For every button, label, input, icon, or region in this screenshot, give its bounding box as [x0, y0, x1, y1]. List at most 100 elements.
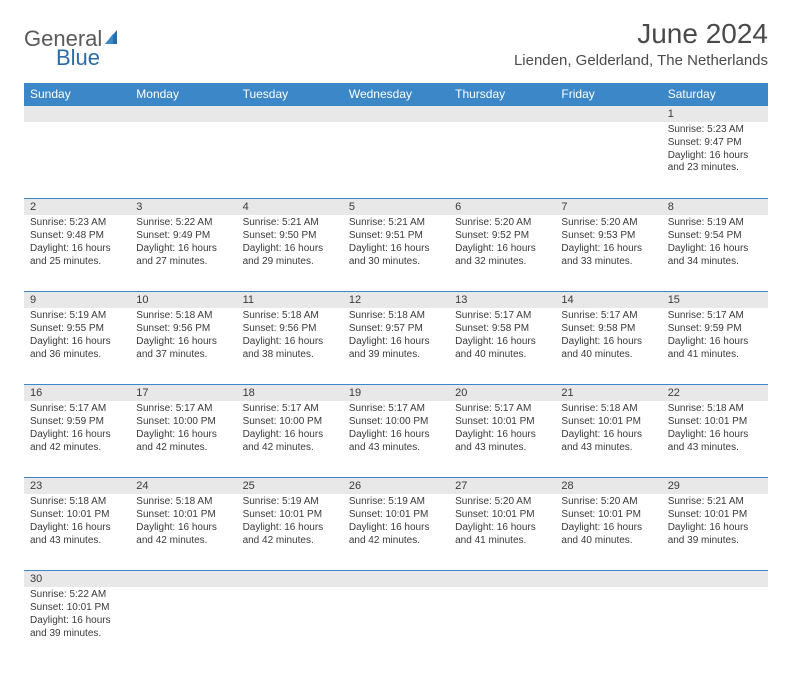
day-number-cell — [130, 106, 236, 123]
day-details-cell — [555, 587, 661, 663]
day-dl2: and 42 minutes. — [30, 442, 124, 455]
day-details-cell: Sunrise: 5:18 AMSunset: 10:01 PMDaylight… — [555, 401, 661, 478]
day-number-cell — [237, 106, 343, 123]
day-ss: Sunset: 10:01 PM — [668, 509, 762, 522]
day-ss: Sunset: 9:55 PM — [30, 323, 124, 336]
day-number-cell: 19 — [343, 385, 449, 402]
day-number-cell: 30 — [24, 571, 130, 588]
day-sr: Sunrise: 5:19 AM — [30, 310, 124, 323]
dayname-friday: Friday — [555, 83, 661, 106]
day-sr: Sunrise: 5:21 AM — [668, 496, 762, 509]
day-sr: Sunrise: 5:17 AM — [243, 403, 337, 416]
day-details-cell: Sunrise: 5:17 AMSunset: 10:00 PMDaylight… — [237, 401, 343, 478]
day-ss: Sunset: 10:01 PM — [561, 416, 655, 429]
day-number-cell: 13 — [449, 292, 555, 309]
day-sr: Sunrise: 5:19 AM — [668, 217, 762, 230]
day-dl1: Daylight: 16 hours — [136, 336, 230, 349]
day-number-cell: 7 — [555, 199, 661, 216]
day-sr: Sunrise: 5:18 AM — [136, 310, 230, 323]
day-number-cell: 9 — [24, 292, 130, 309]
week-details-row: Sunrise: 5:19 AMSunset: 9:55 PM Daylight:… — [24, 308, 768, 385]
day-details-cell: Sunrise: 5:17 AMSunset: 10:01 PMDaylight… — [449, 401, 555, 478]
day-ss: Sunset: 9:48 PM — [30, 230, 124, 243]
day-dl1: Daylight: 16 hours — [668, 150, 762, 163]
day-dl1: Daylight: 16 hours — [561, 522, 655, 535]
day-dl1: Daylight: 16 hours — [136, 522, 230, 535]
day-dl1: Daylight: 16 hours — [668, 336, 762, 349]
day-dl1: Daylight: 16 hours — [349, 336, 443, 349]
day-number-cell: 16 — [24, 385, 130, 402]
day-details-cell: Sunrise: 5:18 AMSunset: 9:57 PMDaylight:… — [343, 308, 449, 385]
day-dl2: and 30 minutes. — [349, 256, 443, 269]
day-dl2: and 42 minutes. — [349, 535, 443, 548]
day-number-cell: 20 — [449, 385, 555, 402]
day-details-cell — [555, 122, 661, 199]
day-dl2: and 40 minutes. — [455, 349, 549, 362]
day-details-cell: Sunrise: 5:20 AMSunset: 9:52 PMDaylight:… — [449, 215, 555, 292]
day-sr: Sunrise: 5:19 AM — [349, 496, 443, 509]
day-details-cell: Sunrise: 5:23 AMSunset: 9:48 PMDaylight:… — [24, 215, 130, 292]
day-details-cell: Sunrise: 5:17 AMSunset: 9:59 PMDaylight:… — [24, 401, 130, 478]
day-dl1: Daylight: 16 hours — [349, 243, 443, 256]
day-dl1: Daylight: 16 hours — [455, 429, 549, 442]
day-sr: Sunrise: 5:20 AM — [455, 496, 549, 509]
day-ss: Sunset: 10:00 PM — [349, 416, 443, 429]
day-details-cell: Sunrise: 5:17 AMSunset: 10:00 PMDaylight… — [343, 401, 449, 478]
day-ss: Sunset: 10:01 PM — [243, 509, 337, 522]
day-sr: Sunrise: 5:17 AM — [30, 403, 124, 416]
week-daynum-row: 9101112131415 — [24, 292, 768, 309]
day-number-cell: 18 — [237, 385, 343, 402]
day-details-cell: Sunrise: 5:19 AMSunset: 9:54 PMDaylight:… — [662, 215, 768, 292]
dayname-saturday: Saturday — [662, 83, 768, 106]
day-number-cell: 17 — [130, 385, 236, 402]
day-ss: Sunset: 9:57 PM — [349, 323, 443, 336]
day-sr: Sunrise: 5:21 AM — [243, 217, 337, 230]
day-dl2: and 41 minutes. — [668, 349, 762, 362]
day-dl1: Daylight: 16 hours — [243, 522, 337, 535]
dayname-monday: Monday — [130, 83, 236, 106]
day-details-cell: Sunrise: 5:18 AMSunset: 10:01 PMDaylight… — [130, 494, 236, 571]
week-daynum-row: 23242526272829 — [24, 478, 768, 495]
day-details-cell: Sunrise: 5:20 AMSunset: 10:01 PMDaylight… — [555, 494, 661, 571]
week-daynum-row: 16171819202122 — [24, 385, 768, 402]
day-number-cell — [449, 571, 555, 588]
day-details-cell — [449, 587, 555, 663]
day-dl1: Daylight: 16 hours — [561, 243, 655, 256]
day-number-cell: 29 — [662, 478, 768, 495]
day-number-cell: 25 — [237, 478, 343, 495]
day-number-cell: 22 — [662, 385, 768, 402]
day-sr: Sunrise: 5:17 AM — [668, 310, 762, 323]
day-dl2: and 43 minutes. — [668, 442, 762, 455]
day-ss: Sunset: 9:51 PM — [349, 230, 443, 243]
day-number-cell: 11 — [237, 292, 343, 309]
day-sr: Sunrise: 5:17 AM — [561, 310, 655, 323]
week-daynum-row: 1 — [24, 106, 768, 123]
day-dl1: Daylight: 16 hours — [30, 615, 124, 628]
day-dl2: and 40 minutes. — [561, 349, 655, 362]
day-dl1: Daylight: 16 hours — [668, 522, 762, 535]
day-number-cell: 4 — [237, 199, 343, 216]
day-details-cell: Sunrise: 5:19 AMSunset: 10:01 PMDaylight… — [343, 494, 449, 571]
day-sr: Sunrise: 5:22 AM — [30, 589, 124, 602]
day-details-cell: Sunrise: 5:20 AMSunset: 10:01 PMDaylight… — [449, 494, 555, 571]
day-ss: Sunset: 10:01 PM — [455, 416, 549, 429]
day-ss: Sunset: 10:01 PM — [30, 509, 124, 522]
day-number-cell: 24 — [130, 478, 236, 495]
day-dl2: and 29 minutes. — [243, 256, 337, 269]
week-daynum-row: 2345678 — [24, 199, 768, 216]
calendar-table: Sunday Monday Tuesday Wednesday Thursday… — [24, 83, 768, 663]
day-details-cell: Sunrise: 5:20 AMSunset: 9:53 PMDaylight:… — [555, 215, 661, 292]
day-number-cell: 14 — [555, 292, 661, 309]
day-number-cell: 15 — [662, 292, 768, 309]
day-dl1: Daylight: 16 hours — [455, 243, 549, 256]
day-details-cell: Sunrise: 5:19 AMSunset: 10:01 PMDaylight… — [237, 494, 343, 571]
day-number-cell: 23 — [24, 478, 130, 495]
day-dl1: Daylight: 16 hours — [561, 336, 655, 349]
day-sr: Sunrise: 5:19 AM — [243, 496, 337, 509]
day-dl1: Daylight: 16 hours — [668, 429, 762, 442]
day-ss: Sunset: 10:01 PM — [668, 416, 762, 429]
day-ss: Sunset: 9:49 PM — [136, 230, 230, 243]
logo-text-blue: Blue — [56, 45, 100, 70]
day-details-cell: Sunrise: 5:17 AMSunset: 10:00 PMDaylight… — [130, 401, 236, 478]
day-ss: Sunset: 10:01 PM — [561, 509, 655, 522]
